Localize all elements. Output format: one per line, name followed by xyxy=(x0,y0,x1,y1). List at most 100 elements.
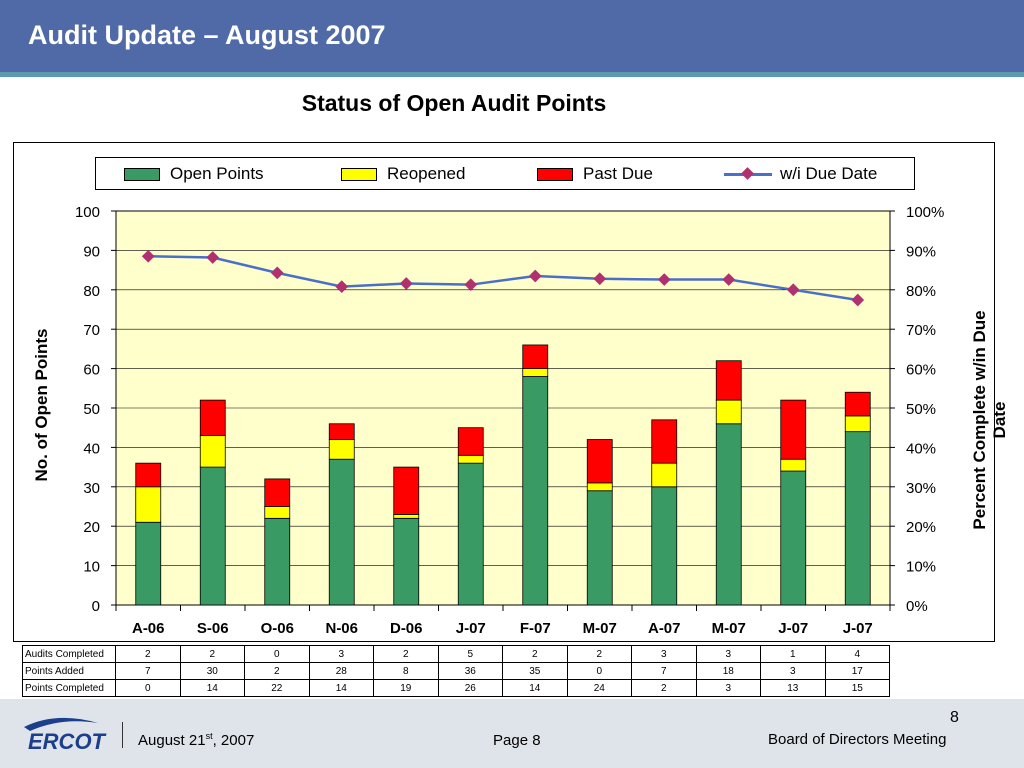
y-tick-label-left: 10 xyxy=(83,559,100,576)
bar-past-due xyxy=(522,344,549,369)
y-tick-label-right: 20% xyxy=(906,519,936,536)
table-cell: 2 xyxy=(373,645,439,663)
table-cell: 4 xyxy=(824,645,890,663)
table-cell: 28 xyxy=(308,662,374,680)
table-cell: 5 xyxy=(437,645,503,663)
logo-text: ERCOT xyxy=(28,729,105,754)
bar-open-points xyxy=(328,458,355,606)
legend-label-reopened: Reopened xyxy=(387,164,466,183)
bar-reopened xyxy=(135,486,162,523)
legend-item-past-due: Past Due xyxy=(537,164,653,184)
line-point-due-date xyxy=(335,280,349,294)
bar-past-due xyxy=(393,466,420,515)
stats-table: Audits Completed 2 2 0 3 2 5 2 2 3 3 1 4 Points Added… xyxy=(22,645,890,697)
slide-title: Audit Update – August 2007 xyxy=(28,20,386,50)
y-axis-title-right: Percent Complete w/in Due Date xyxy=(970,310,1009,530)
table-cell: 2 xyxy=(631,679,697,697)
logo-swoosh-icon xyxy=(24,717,98,731)
legend-swatch-reopened xyxy=(341,167,377,181)
table-cell: 14 xyxy=(502,679,568,697)
x-tick-label: J-07 xyxy=(778,620,808,637)
footer-date-day: August 21 xyxy=(138,732,206,749)
y-tick-label-left: 80 xyxy=(83,283,100,300)
table-cell: 3 xyxy=(760,662,826,680)
y-tick-label-left: 100 xyxy=(75,204,100,221)
y-tick-label-left: 70 xyxy=(83,322,100,339)
table-cell: 7 xyxy=(631,662,697,680)
x-tick-label: F-07 xyxy=(520,620,551,637)
bar-past-due xyxy=(780,399,807,460)
x-tick-label: S-06 xyxy=(197,620,229,637)
y-tick-label-left: 90 xyxy=(83,243,100,260)
bar-past-due xyxy=(457,427,484,456)
table-cell: 14 xyxy=(308,679,374,697)
x-tick-label: M-07 xyxy=(712,620,746,637)
chart-legend: Open Points Reopened Past Due w/i Due Da… xyxy=(95,157,915,190)
bar-reopened xyxy=(199,435,226,468)
x-tick-label: A-07 xyxy=(648,620,681,637)
legend-item-open-points: Open Points xyxy=(124,164,264,184)
line-point-due-date xyxy=(399,277,413,290)
bar-reopened xyxy=(844,415,871,433)
table-cell: 36 xyxy=(437,662,503,680)
y-tick-label-left: 20 xyxy=(83,519,100,536)
table-cell: 17 xyxy=(824,662,890,680)
table-row-label: Audits Completed xyxy=(22,645,116,663)
table-cell: 3 xyxy=(695,645,761,663)
bar-open-points xyxy=(844,431,871,606)
bar-open-points xyxy=(135,521,162,606)
y-tick-label-right: 10% xyxy=(906,559,936,576)
table-cell: 2 xyxy=(244,662,310,680)
table-cell: 14 xyxy=(179,679,245,697)
table-row-label: Points Added xyxy=(22,662,116,680)
y-tick-label-right: 70% xyxy=(906,322,936,339)
table-cell: 2 xyxy=(566,645,632,663)
footer-bar xyxy=(0,699,1024,768)
bar-reopened xyxy=(328,439,355,460)
legend-item-due-date: w/i Due Date xyxy=(724,164,877,184)
table-cell: 3 xyxy=(631,645,697,663)
bar-past-due xyxy=(844,391,871,417)
x-tick-label: M-07 xyxy=(583,620,617,637)
table-cell: 18 xyxy=(695,662,761,680)
legend-swatch-past-due xyxy=(537,167,573,181)
table-cell: 0 xyxy=(566,662,632,680)
table-row: Points Added 7 30 2 28 8 36 35 0 7 18 3 17 xyxy=(22,662,890,680)
bar-open-points xyxy=(715,423,742,606)
y-tick-label-right: 40% xyxy=(906,440,936,457)
footer-meeting: Board of Directors Meeting xyxy=(768,731,947,748)
bar-open-points xyxy=(586,490,613,606)
x-tick-label: A-06 xyxy=(132,620,165,637)
footer-page: Page 8 xyxy=(493,732,541,749)
footer-date-suffix: st xyxy=(205,731,213,741)
y-tick-label-right: 50% xyxy=(906,401,936,418)
bar-reopened xyxy=(264,506,291,519)
header-bar: Audit Update – August 2007 xyxy=(0,0,1024,72)
bar-open-points xyxy=(457,462,484,606)
legend-item-reopened: Reopened xyxy=(341,164,465,184)
line-point-due-date xyxy=(141,249,155,263)
bar-reopened xyxy=(522,368,549,377)
y-tick-label-left: 60 xyxy=(83,362,100,379)
bar-open-points xyxy=(199,466,226,606)
table-cell: 1 xyxy=(760,645,826,663)
ercot-logo: ERCOT xyxy=(16,713,106,754)
footer-date: August 21st, 2007 xyxy=(138,731,254,749)
y-axis-title-left: No. of Open Points xyxy=(32,328,51,482)
legend-label-due-date: w/i Due Date xyxy=(780,164,878,183)
legend-label-past-due: Past Due xyxy=(583,164,653,183)
bar-open-points xyxy=(522,376,549,606)
x-tick-label: O-06 xyxy=(261,620,294,637)
x-tick-label: D-06 xyxy=(390,620,423,637)
table-cell: 7 xyxy=(115,662,181,680)
bar-reopened xyxy=(780,458,807,472)
line-due-date xyxy=(148,255,858,302)
slide-number: 8 xyxy=(950,709,959,726)
x-tick-label: J-07 xyxy=(843,620,873,637)
bar-open-points xyxy=(393,517,420,606)
bar-reopened xyxy=(651,462,678,488)
table-cell: 22 xyxy=(244,679,310,697)
header-underline xyxy=(0,72,1024,77)
bar-past-due xyxy=(264,478,291,507)
